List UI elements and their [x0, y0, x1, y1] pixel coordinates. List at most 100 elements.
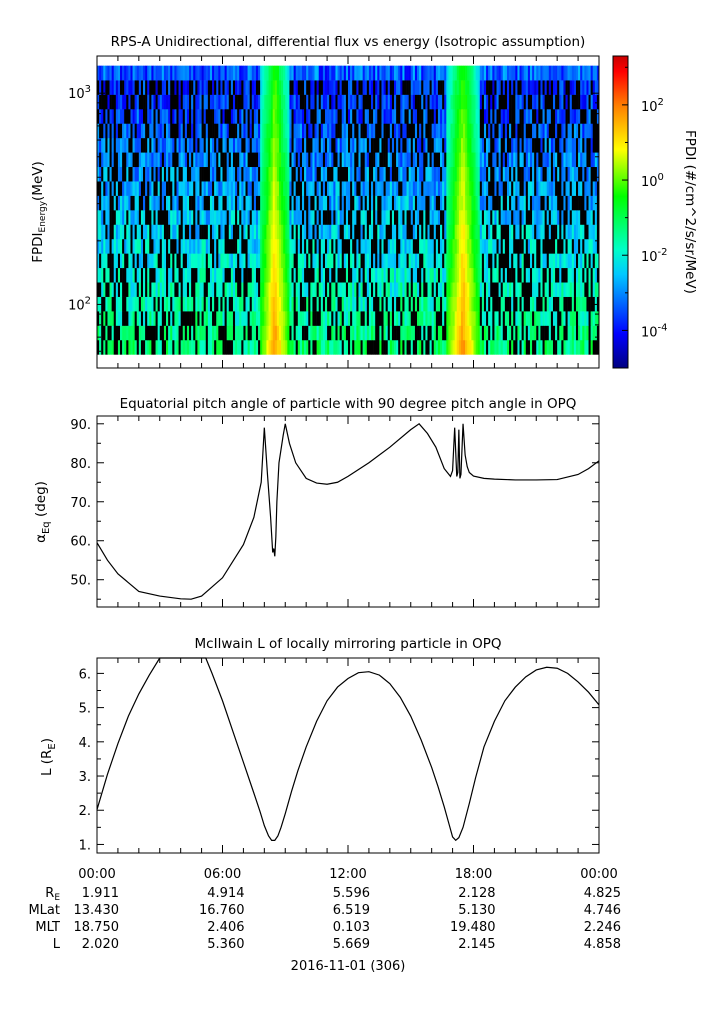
spectrogram-cell: [575, 108, 579, 124]
spectrogram-cell: [255, 311, 259, 326]
spectrogram-cell: [421, 152, 424, 168]
spectrogram-cell: [504, 282, 508, 297]
spectrogram-cell: [320, 267, 324, 283]
spectrogram-cell: [320, 253, 324, 269]
spectrogram-cell: [314, 94, 317, 110]
spectrogram-cell: [314, 123, 317, 139]
spectrogram-cell: [427, 267, 430, 283]
spectrogram-cell: [350, 224, 353, 240]
spectrogram-cell: [122, 181, 125, 196]
spectrogram-cell: [471, 123, 474, 139]
spectrogram-cell: [297, 210, 301, 225]
spectrogram-cell: [573, 152, 577, 168]
spectrogram-cell: [437, 80, 441, 95]
spectrogram-cell: [297, 123, 301, 139]
spectrogram-cell: [122, 94, 125, 110]
spectrogram-cell: [239, 311, 242, 326]
spectrogram-cell: [272, 311, 276, 326]
spectrogram-cell: [425, 94, 428, 110]
spectrogram-cell: [394, 267, 397, 283]
spectrogram-cell: [594, 123, 598, 139]
spectrogram-cell: [132, 166, 135, 182]
spectrogram-cell: [446, 210, 449, 225]
spectrogram-cell: [132, 311, 135, 326]
spectrogram-cell: [419, 80, 422, 95]
spectrogram-cell: [412, 282, 416, 297]
spectrogram-cell: [557, 181, 560, 196]
spectrogram-cell: [371, 296, 374, 312]
spectrogram-cell: [546, 152, 550, 168]
spectrogram-cell: [350, 296, 353, 312]
spectrogram-cell: [402, 123, 405, 139]
spectrogram-cell: [502, 253, 506, 269]
spectrogram-cell: [331, 94, 334, 110]
spectrogram-cell: [312, 296, 315, 312]
spectrogram-cell: [559, 80, 562, 95]
spectrogram-cell: [107, 137, 110, 153]
spectrogram-cell: [318, 253, 322, 269]
spectrogram-cell: [525, 311, 529, 326]
spectrogram-cell: [291, 80, 294, 95]
spectrogram-cell: [475, 152, 478, 168]
spectrogram-cell: [189, 195, 192, 211]
spectrogram-cell: [201, 80, 204, 95]
spectrogram-cell: [274, 152, 278, 168]
spectrogram-cell: [594, 94, 598, 110]
spectrogram-cell: [199, 152, 202, 168]
spectrogram-cell: [456, 152, 460, 168]
spectrogram-cell: [266, 166, 269, 182]
spectrogram-cell: [509, 152, 512, 168]
spectrogram-cell: [232, 137, 236, 153]
spectrogram-cell: [529, 65, 533, 81]
spectrogram-cell: [136, 267, 140, 283]
spectrogram-cell: [161, 65, 165, 81]
spectrogram-cell: [186, 325, 190, 341]
spectrogram-cell: [111, 166, 115, 182]
spectrogram-cell: [460, 325, 464, 341]
spectrogram-cell: [458, 65, 462, 81]
spectrogram-cell: [130, 137, 133, 153]
spectrogram-cell: [115, 123, 119, 139]
spectrogram-cell: [113, 65, 117, 81]
spectrogram-cell: [216, 80, 219, 95]
spectrogram-cell: [544, 94, 548, 110]
spectrogram-cell: [301, 94, 305, 110]
spectrogram-cell: [437, 94, 441, 110]
spectrogram-cell: [567, 65, 571, 81]
spectrogram-cell: [339, 325, 343, 341]
spectrogram-cell: [180, 152, 184, 168]
spectrogram-cell: [379, 181, 382, 196]
spectrogram-cell: [222, 325, 225, 341]
spectrogram-cell: [264, 152, 267, 168]
spectrogram-cell: [220, 152, 223, 168]
spectrogram-cell: [559, 195, 562, 211]
spectrogram-cell: [496, 210, 499, 225]
spectrogram-cell: [159, 296, 163, 312]
spectrogram-cell: [460, 123, 464, 139]
spectrogram-cell: [519, 339, 522, 355]
spectrogram-cell: [373, 166, 376, 182]
spectrogram-cell: [180, 80, 184, 95]
spectrogram-cell: [228, 267, 232, 283]
spectrogram-cell: [381, 195, 384, 211]
spectrogram-cell: [435, 195, 439, 211]
spectrogram-cell: [109, 166, 112, 182]
spectrogram-cell: [312, 325, 315, 341]
spectrogram-cell: [513, 267, 516, 283]
spectrogram-cell: [276, 296, 280, 312]
spectrogram-cell: [578, 137, 581, 153]
spectrogram-cell: [490, 80, 493, 95]
spectrogram-cell: [128, 325, 131, 341]
spectrogram-cell: [184, 137, 188, 153]
spectrogram-cell: [588, 339, 591, 355]
spectrogram-cell: [486, 152, 489, 168]
spectrogram-cell: [525, 195, 529, 211]
spectrogram-cell: [475, 137, 478, 153]
spectrogram-cell: [557, 137, 560, 153]
spectrogram-cell: [557, 253, 560, 269]
spectrogram-cell: [197, 311, 200, 326]
spectrogram-cell: [465, 210, 468, 225]
spectrogram-cell: [479, 195, 483, 211]
spectrogram-cell: [588, 108, 591, 124]
spectrogram-cell: [308, 282, 311, 297]
